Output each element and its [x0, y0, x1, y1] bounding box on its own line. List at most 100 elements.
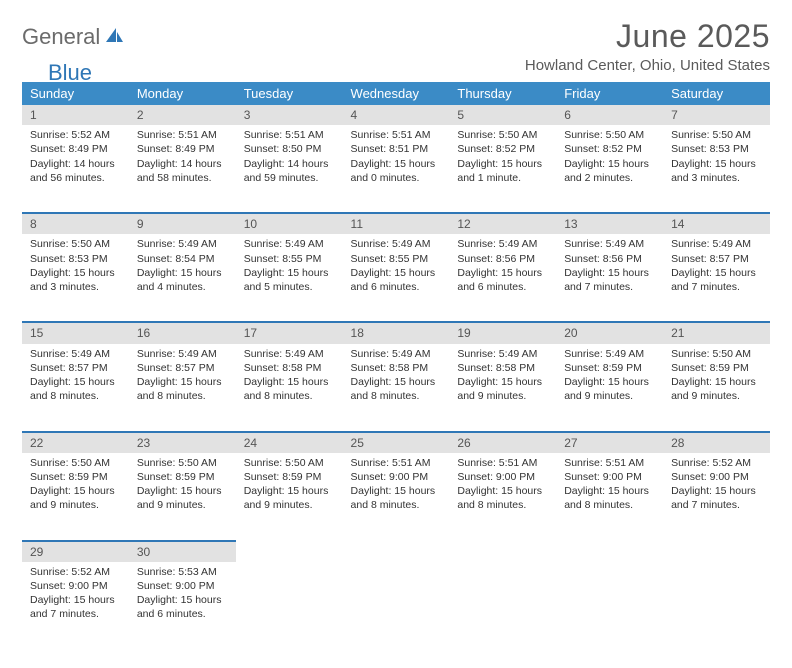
daylight-text: Daylight: 15 hours and 5 minutes. [244, 266, 335, 294]
sunset-text: Sunset: 9:00 PM [457, 470, 548, 484]
day-cell: Sunrise: 5:49 AMSunset: 8:55 PMDaylight:… [343, 234, 450, 322]
daylight-text: Daylight: 15 hours and 3 minutes. [30, 266, 121, 294]
brand-part1: General [22, 24, 100, 50]
weekday-header: Monday [129, 82, 236, 105]
day-cell: Sunrise: 5:49 AMSunset: 8:58 PMDaylight:… [449, 344, 556, 432]
daylight-text: Daylight: 15 hours and 9 minutes. [244, 484, 335, 512]
daylight-text: Daylight: 15 hours and 2 minutes. [564, 157, 655, 185]
day-number-cell: 5 [449, 105, 556, 125]
day-cell: Sunrise: 5:52 AMSunset: 9:00 PMDaylight:… [22, 562, 129, 650]
day-number-cell: 10 [236, 213, 343, 234]
sunset-text: Sunset: 9:00 PM [351, 470, 442, 484]
daylight-text: Daylight: 15 hours and 0 minutes. [351, 157, 442, 185]
month-title: June 2025 [525, 18, 770, 55]
day-number-cell: 16 [129, 322, 236, 343]
day-number-cell: 6 [556, 105, 663, 125]
sunrise-text: Sunrise: 5:51 AM [564, 456, 655, 470]
daylight-text: Daylight: 15 hours and 9 minutes. [457, 375, 548, 403]
daylight-text: Daylight: 15 hours and 9 minutes. [564, 375, 655, 403]
daylight-text: Daylight: 15 hours and 6 minutes. [137, 593, 228, 621]
weekday-header: Tuesday [236, 82, 343, 105]
sunrise-text: Sunrise: 5:49 AM [351, 347, 442, 361]
day-number-cell: 17 [236, 322, 343, 343]
sunrise-text: Sunrise: 5:50 AM [671, 347, 762, 361]
day-cell: Sunrise: 5:49 AMSunset: 8:57 PMDaylight:… [129, 344, 236, 432]
daylight-text: Daylight: 15 hours and 7 minutes. [671, 266, 762, 294]
day-cell: Sunrise: 5:51 AMSunset: 8:51 PMDaylight:… [343, 125, 450, 213]
sunrise-text: Sunrise: 5:49 AM [671, 237, 762, 251]
daylight-text: Daylight: 15 hours and 3 minutes. [671, 157, 762, 185]
day-cell [236, 562, 343, 650]
day-cell: Sunrise: 5:49 AMSunset: 8:57 PMDaylight:… [663, 234, 770, 322]
day-number-row: 15161718192021 [22, 322, 770, 343]
day-number-cell: 8 [22, 213, 129, 234]
day-cell: Sunrise: 5:50 AMSunset: 8:59 PMDaylight:… [22, 453, 129, 541]
week-row: Sunrise: 5:52 AMSunset: 9:00 PM Daylight:… [22, 562, 770, 650]
sunrise-text: Sunrise: 5:49 AM [564, 347, 655, 361]
weekday-header: Saturday [663, 82, 770, 105]
sunset-text: Sunset: 8:56 PM [457, 252, 548, 266]
day-number-cell: 14 [663, 213, 770, 234]
day-cell: Sunrise: 5:52 AMSunset: 8:49 PMDaylight:… [22, 125, 129, 213]
sunset-text: Sunset: 8:58 PM [244, 361, 335, 375]
sunrise-text: Sunrise: 5:51 AM [244, 128, 335, 142]
day-number-cell: 23 [129, 432, 236, 453]
daylight-text: Daylight: 15 hours and 7 minutes. [564, 266, 655, 294]
sunset-text: Sunset: 8:59 PM [671, 361, 762, 375]
daylight-text: Daylight: 15 hours and 8 minutes. [351, 375, 442, 403]
sunset-text: Sunset: 8:57 PM [30, 361, 121, 375]
day-number-row: 891011121314 [22, 213, 770, 234]
sunset-text: Sunset: 8:50 PM [244, 142, 335, 156]
sunrise-text: Sunrise: 5:50 AM [30, 456, 121, 470]
sunrise-text: Sunrise: 5:52 AM [671, 456, 762, 470]
daylight-text: Daylight: 15 hours and 9 minutes. [137, 484, 228, 512]
daylight-text: Daylight: 15 hours and 8 minutes. [564, 484, 655, 512]
sunset-text: Sunset: 8:58 PM [351, 361, 442, 375]
day-cell: Sunrise: 5:49 AMSunset: 8:58 PMDaylight:… [343, 344, 450, 432]
day-cell: Sunrise: 5:51 AMSunset: 9:00 PMDaylight:… [556, 453, 663, 541]
sunset-text: Sunset: 9:00 PM [564, 470, 655, 484]
daylight-text: Daylight: 15 hours and 1 minute. [457, 157, 548, 185]
day-number-cell: 13 [556, 213, 663, 234]
daylight-text: Daylight: 15 hours and 9 minutes. [30, 484, 121, 512]
day-number-cell: 4 [343, 105, 450, 125]
sunrise-text: Sunrise: 5:51 AM [351, 128, 442, 142]
day-cell: Sunrise: 5:49 AMSunset: 8:57 PMDaylight:… [22, 344, 129, 432]
daylight-text: Daylight: 15 hours and 8 minutes. [351, 484, 442, 512]
sunrise-text: Sunrise: 5:51 AM [137, 128, 228, 142]
daylight-text: Daylight: 15 hours and 4 minutes. [137, 266, 228, 294]
title-block: June 2025 Howland Center, Ohio, United S… [525, 18, 770, 74]
sunrise-text: Sunrise: 5:51 AM [351, 456, 442, 470]
day-number-cell: 22 [22, 432, 129, 453]
sunrise-text: Sunrise: 5:53 AM [137, 565, 228, 579]
calendar-header-row: SundayMondayTuesdayWednesdayThursdayFrid… [22, 82, 770, 105]
sail-icon [104, 26, 124, 49]
sunset-text: Sunset: 9:00 PM [30, 579, 121, 593]
day-number-cell: 12 [449, 213, 556, 234]
day-cell: Sunrise: 5:50 AMSunset: 8:59 PMDaylight:… [663, 344, 770, 432]
day-cell: Sunrise: 5:50 AMSunset: 8:53 PMDaylight:… [22, 234, 129, 322]
sunset-text: Sunset: 8:55 PM [244, 252, 335, 266]
sunset-text: Sunset: 8:58 PM [457, 361, 548, 375]
day-number-cell: 11 [343, 213, 450, 234]
sunrise-text: Sunrise: 5:49 AM [244, 237, 335, 251]
sunrise-text: Sunrise: 5:52 AM [30, 128, 121, 142]
sunset-text: Sunset: 8:53 PM [671, 142, 762, 156]
sunset-text: Sunset: 8:59 PM [30, 470, 121, 484]
location: Howland Center, Ohio, United States [525, 57, 770, 74]
daylight-text: Daylight: 15 hours and 9 minutes. [671, 375, 762, 403]
day-cell [449, 562, 556, 650]
day-cell: Sunrise: 5:49 AMSunset: 8:56 PMDaylight:… [556, 234, 663, 322]
day-cell [343, 562, 450, 650]
sunrise-text: Sunrise: 5:50 AM [30, 237, 121, 251]
sunrise-text: Sunrise: 5:49 AM [351, 237, 442, 251]
day-cell: Sunrise: 5:50 AMSunset: 8:52 PMDaylight:… [556, 125, 663, 213]
day-number-cell: 3 [236, 105, 343, 125]
sunset-text: Sunset: 8:59 PM [564, 361, 655, 375]
sunrise-text: Sunrise: 5:49 AM [457, 347, 548, 361]
day-cell: Sunrise: 5:49 AMSunset: 8:55 PMDaylight:… [236, 234, 343, 322]
day-number-cell [449, 541, 556, 562]
day-cell: Sunrise: 5:52 AMSunset: 9:00 PMDaylight:… [663, 453, 770, 541]
sunset-text: Sunset: 8:52 PM [564, 142, 655, 156]
sunrise-text: Sunrise: 5:52 AM [30, 565, 121, 579]
